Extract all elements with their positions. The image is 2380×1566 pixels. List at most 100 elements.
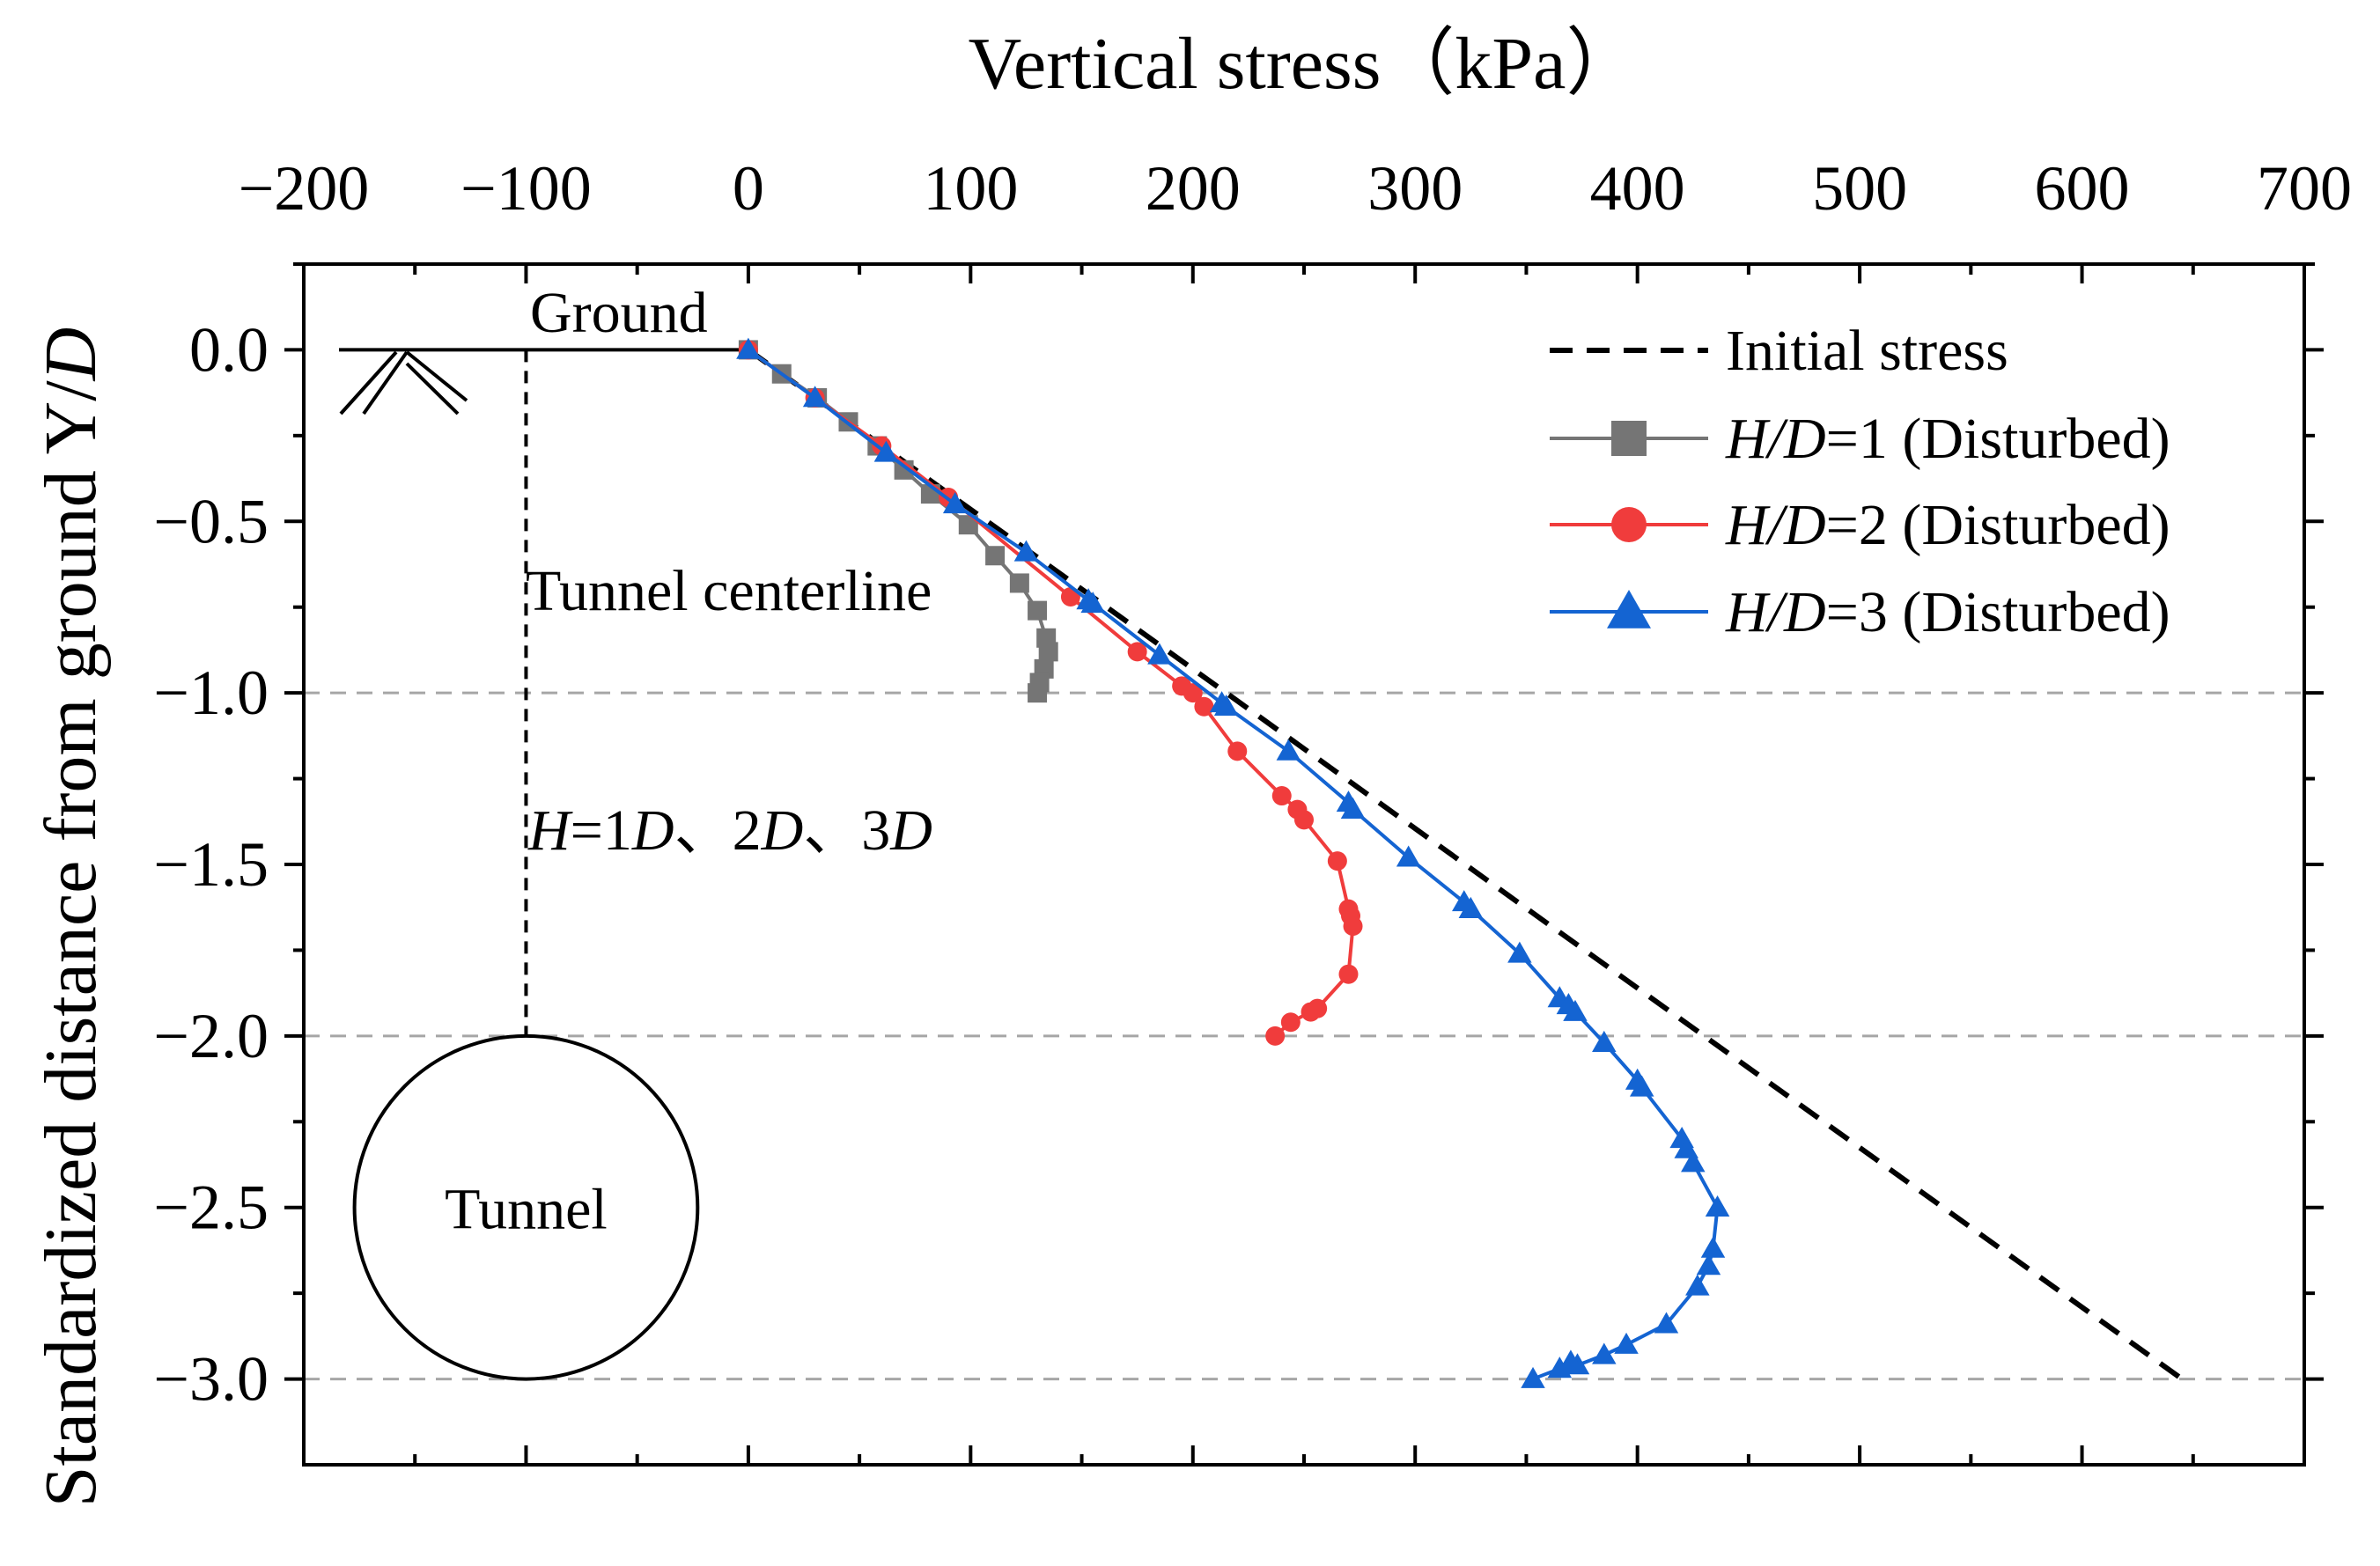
y-title-run: Standardized distance from ground Y/ [30,380,112,1508]
y-tick-label: −1.0 [153,658,269,728]
ground-hatch-mark [339,350,398,415]
data-point-circle [1611,507,1647,542]
data-point-circle [1294,810,1314,830]
x-axis-title: Vertical stress（kPa） [969,23,1640,105]
y-tick-label: −2.0 [153,1001,269,1071]
data-point-triangle [1396,845,1421,867]
tunnel-label: Tunnel [445,1178,608,1242]
data-point-triangle [873,440,899,462]
ground-hatch-mark [362,350,409,415]
text-run: 、2 [674,798,762,863]
data-point-circle [1183,683,1203,703]
data-point-triangle [1563,999,1588,1021]
data-point-triangle [1507,941,1532,963]
series-line [747,348,1720,1381]
x-tick-label: 300 [1367,153,1463,224]
x-tick-label: 500 [1812,153,1907,224]
reference-lines [304,691,2304,1381]
x-tick-label: 100 [923,153,1018,224]
data-point-triangle [1705,1195,1730,1217]
x-tick-label: 700 [2257,153,2352,224]
legend-entry: H/D=2 (Disturbed) [1550,493,2170,557]
text-run: =1 [571,798,632,863]
series-line [747,348,1355,1038]
ground-label: Ground [530,281,708,345]
data-point-square [1611,421,1647,456]
text-run: D [761,798,804,863]
legend-label: H/D=2 (Disturbed) [1725,493,2170,557]
data-point-triangle [1700,1236,1726,1258]
y-tick-label: −2.5 [153,1173,269,1243]
legend-label: H/D=1 (Disturbed) [1725,407,2170,471]
data-point-circle [1301,1002,1321,1022]
data-point-triangle [1080,592,1105,614]
data-point-triangle [1458,896,1484,918]
series-layer [736,337,2184,1388]
legend-entry: H/D=3 (Disturbed) [1550,580,2170,644]
text-run: =3 (Disturbed) [1826,580,2170,644]
data-point-triangle [1340,797,1366,819]
data-point-triangle [1607,590,1651,629]
data-point-circle [1265,1026,1286,1046]
centerline-label: Tunnel centerline [526,559,932,623]
data-point-square [1028,683,1048,703]
data-point-circle [1280,1012,1301,1033]
x-tick-label: 0 [733,153,764,224]
data-point-square [1028,600,1048,621]
y-tick-label: −0.5 [153,486,269,556]
data-point-triangle [1654,1312,1679,1334]
data-point-triangle [736,337,761,359]
tunnel-circle [352,1033,700,1381]
legend-entry: H/D=1 (Disturbed) [1550,407,2170,471]
y-tick-label: −1.5 [153,829,269,900]
text-run: Initial stress [1726,319,2008,383]
data-point-triangle [1547,1356,1573,1379]
series-triangle [736,337,1730,1388]
ground-hatch-mark [405,350,468,402]
text-run: H/D [1725,580,1826,644]
x-tick-label: −100 [461,153,592,224]
x-tick-label: 400 [1590,153,1685,224]
text-run: =1 (Disturbed) [1826,407,2170,471]
text-run: H/D [1725,493,1826,557]
data-point-triangle [1592,1030,1617,1052]
y-axis-title: Standardized distance from ground Y/D [30,327,112,1508]
depth-label: H=1D、2D、3D [527,798,932,863]
data-point-circle [1327,851,1347,871]
data-point-triangle [1696,1254,1721,1276]
data-point-circle [1127,642,1147,662]
legend-entry: Initial stress [1550,319,2008,383]
text-run: H/D [1725,407,1826,471]
text-run: D [889,798,932,863]
data-point-circle [1343,916,1363,937]
series-square [738,340,1058,703]
text-run: 、3 [803,798,890,863]
data-point-triangle [1592,1342,1617,1364]
ground-hatch-mark [405,362,460,415]
data-point-triangle [1681,1151,1706,1173]
data-point-circle [1194,696,1214,717]
y-tick-label: 0.0 [189,314,269,385]
y-tick-label: −3.0 [153,1344,269,1415]
x-tick-label: 200 [1146,153,1241,224]
data-point-triangle [1147,643,1172,665]
data-point-triangle [802,386,828,408]
text-run: =2 (Disturbed) [1826,493,2170,557]
data-point-triangle [1629,1075,1654,1097]
data-point-circle [1227,741,1248,761]
legend-label: Initial stress [1726,319,2008,383]
data-point-square [1038,642,1058,662]
data-point-triangle [1013,540,1039,562]
axes: −200 −100 0 100 200 300 400 500 600 700 0.0 −0.5 −1.… [153,153,2352,1467]
series-line [747,348,1050,694]
data-point-triangle [1521,1366,1545,1388]
data-point-square [958,515,978,535]
x-tick-label: 600 [2035,153,2130,224]
y-title-run: D [30,327,112,382]
legend-label: H/D=3 (Disturbed) [1725,580,2170,644]
data-point-triangle [1276,739,1301,761]
data-point-triangle [1614,1332,1639,1354]
